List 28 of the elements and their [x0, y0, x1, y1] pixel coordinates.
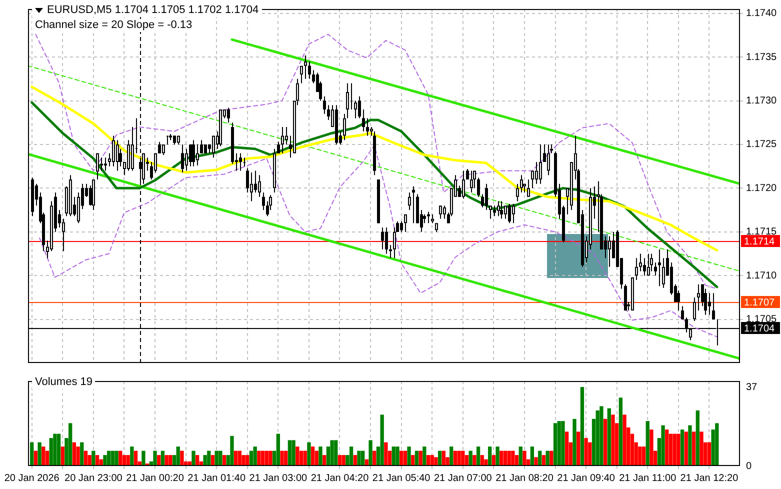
x-tick-label: 21 Jan 01:40: [188, 472, 246, 484]
y-tick-label: 1.1735: [746, 52, 778, 63]
x-tick-label: 21 Jan 05:40: [372, 472, 431, 484]
y-tick-label: 1.1730: [746, 96, 778, 107]
ref-line-label: 1.1704: [744, 323, 776, 334]
y-tick-label: 1.1725: [746, 139, 778, 150]
x-tick-label: 20 Jan 23:00: [64, 472, 123, 484]
x-tick-label: 21 Jan 07:00: [434, 472, 492, 484]
x-tick-label: 21 Jan 03:00: [249, 472, 308, 484]
x-tick-label: 21 Jan 04:20: [310, 472, 370, 484]
annotation: Channel size = 20 Slope = -0.13: [32, 19, 196, 32]
y-tick-label: 1.1740: [746, 8, 778, 20]
y-tick-label: 1.1720: [746, 182, 778, 194]
ref-line-label: 1.1707: [744, 297, 776, 308]
chart-title: EURUSD,M5 1.1704 1.1705 1.1702 1.1704: [47, 4, 259, 16]
ref-line-label: 1.1714: [744, 236, 776, 248]
y-tick-label: 1.1705: [746, 314, 778, 326]
x-tick-label: 21 Jan 08:20: [496, 472, 554, 484]
x-tick-label: 21 Jan 11:00: [619, 472, 677, 484]
x-tick-label: 21 Jan 00:20: [126, 472, 184, 484]
y-tick-label: 1.1715: [746, 226, 778, 238]
x-tick-label: 21 Jan 09:40: [557, 472, 616, 484]
x-tick-label: 21 Jan 12:20: [680, 472, 739, 484]
y-tick-label: 1.1710: [746, 270, 778, 282]
chart-title: Volumes 19: [35, 376, 92, 388]
y-tick-label: 37: [746, 382, 758, 394]
y-tick-label: 0: [746, 460, 752, 472]
x-tick-label: 20 Jan 2026: [4, 472, 60, 484]
